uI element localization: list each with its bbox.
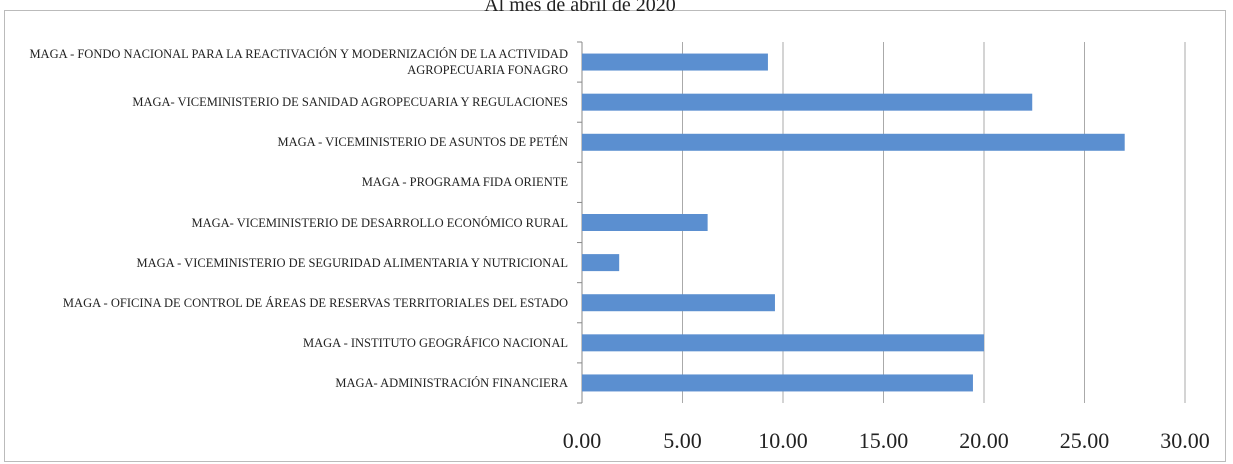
chart-frame (4, 10, 1226, 462)
category-label: MAGA - FONDO NACIONAL PARA LA REACTIVACI… (29, 47, 568, 78)
x-tick-label: 30.00 (1160, 428, 1210, 453)
bar (582, 53, 768, 71)
category-label: MAGA - PROGRAMA FIDA ORIENTE (361, 175, 568, 190)
x-tick-label: 10.00 (758, 428, 808, 453)
bar (582, 133, 1125, 151)
category-label: MAGA - OFICINA DE CONTROL DE ÁREAS DE RE… (62, 295, 568, 310)
chart-title: Al mes de abril de 2020 (484, 0, 676, 16)
bar (582, 374, 973, 392)
bar (582, 334, 984, 352)
x-tick-label: 0.00 (563, 428, 602, 453)
category-label: MAGA- VICEMINISTERIO DE DESARROLLO ECONÓ… (191, 215, 568, 230)
bar (582, 294, 775, 312)
category-label: MAGA - VICEMINISTERIO DE ASUNTOS DE PETÉ… (277, 135, 568, 150)
x-tick-label: 5.00 (663, 428, 702, 453)
x-tick-label: 25.00 (1060, 428, 1110, 453)
bar (582, 214, 708, 231)
bar (582, 93, 1033, 111)
category-label: MAGA- ADMINISTRACIÓN FINANCIERA (335, 375, 568, 390)
category-label: MAGA - VICEMINISTERIO DE SEGURIDAD ALIME… (136, 255, 568, 270)
bar (582, 254, 620, 272)
category-label: MAGA - INSTITUTO GEOGRÁFICO NACIONAL (302, 335, 568, 350)
category-label: MAGA- VICEMINISTERIO DE SANIDAD AGROPECU… (132, 95, 568, 110)
x-tick-label: 20.00 (959, 428, 1009, 453)
x-tick-label: 15.00 (859, 428, 909, 453)
